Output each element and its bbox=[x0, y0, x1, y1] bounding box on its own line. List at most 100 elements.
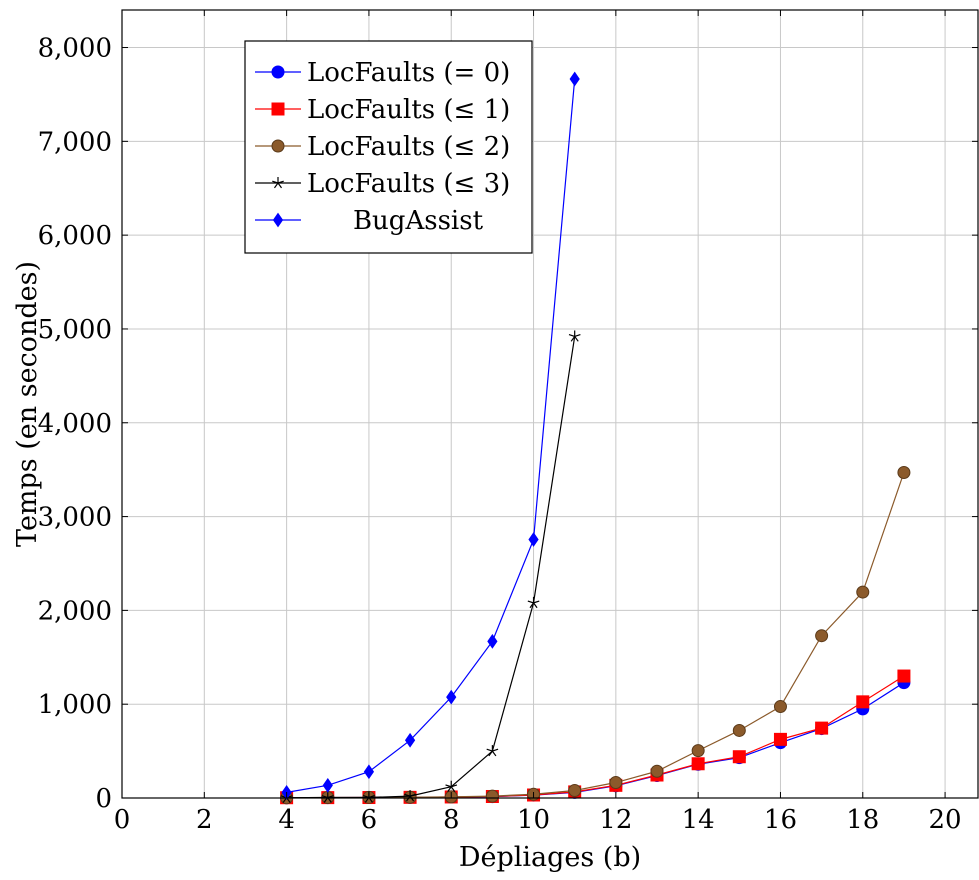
axes: 0 2 4 6 8 10 12 14 16 18 20 0 1,000 2,000 3,000 4,000 5,… bbox=[38, 9, 979, 835]
circle-marker bbox=[815, 629, 829, 643]
star-ray bbox=[574, 336, 579, 342]
x-tick-label: 20 bbox=[929, 805, 962, 835]
series-line bbox=[286, 336, 576, 799]
diamond-marker bbox=[404, 732, 416, 748]
diamond-marker bbox=[363, 764, 375, 780]
series-line bbox=[286, 675, 905, 799]
legend-label: BugAssist bbox=[353, 206, 484, 236]
circle-marker bbox=[897, 465, 911, 479]
diamond-marker bbox=[487, 633, 498, 649]
star-marker bbox=[527, 596, 540, 609]
star-ray bbox=[568, 334, 575, 338]
y-tick-label: 7,000 bbox=[38, 127, 112, 157]
series-4 bbox=[281, 71, 580, 800]
square-marker bbox=[732, 750, 746, 764]
y-tick-label: 2,000 bbox=[38, 596, 112, 626]
series-0 bbox=[280, 676, 911, 805]
diamond-marker bbox=[446, 689, 457, 705]
star-ray bbox=[527, 600, 534, 604]
x-tick-label: 4 bbox=[278, 805, 295, 835]
star-ray bbox=[451, 784, 458, 788]
star-ray bbox=[491, 750, 497, 757]
legend-label: LocFaults (= 0) bbox=[307, 58, 510, 88]
star-ray bbox=[277, 180, 284, 184]
circle-marker bbox=[568, 783, 582, 797]
diamond-marker bbox=[569, 71, 580, 87]
x-tick-label: 8 bbox=[443, 805, 460, 835]
star-ray bbox=[533, 602, 538, 609]
x-tick-label: 0 bbox=[114, 805, 131, 835]
star-ray bbox=[404, 793, 411, 797]
series-line bbox=[286, 78, 576, 793]
square-marker bbox=[691, 757, 705, 771]
circle-marker bbox=[271, 139, 285, 153]
series-1 bbox=[280, 669, 911, 805]
star-ray bbox=[368, 795, 375, 799]
star-ray bbox=[273, 182, 279, 189]
star-ray bbox=[447, 786, 452, 792]
legend-label: LocFaults (≤ 1) bbox=[307, 95, 510, 125]
series-3 bbox=[280, 330, 581, 803]
star-ray bbox=[570, 336, 576, 342]
star-marker bbox=[568, 330, 581, 342]
y-tick-label: 6,000 bbox=[38, 221, 112, 251]
x-tick-label: 12 bbox=[599, 805, 632, 835]
star-ray bbox=[450, 786, 456, 792]
x-tick-label: 6 bbox=[361, 805, 378, 835]
legend-entry: LocFaults (= 0) bbox=[255, 58, 510, 88]
star-ray bbox=[574, 334, 581, 338]
circle-marker bbox=[773, 700, 787, 714]
legend-entry: LocFaults (≤ 1) bbox=[255, 95, 510, 125]
star-ray bbox=[409, 793, 416, 797]
star-ray bbox=[486, 748, 493, 752]
x-tick-label: 14 bbox=[682, 805, 715, 835]
x-axis-label: Dépliages (b) bbox=[459, 842, 641, 873]
legend-box bbox=[244, 40, 533, 254]
circle-marker bbox=[271, 65, 285, 79]
star-ray bbox=[321, 795, 328, 799]
circle-marker bbox=[732, 723, 746, 737]
x-tick-label: 10 bbox=[517, 805, 550, 835]
y-tick-label: 4,000 bbox=[38, 409, 112, 439]
diamond-marker bbox=[322, 777, 333, 793]
star-ray bbox=[529, 602, 535, 609]
star-marker bbox=[272, 177, 284, 189]
plot-frame bbox=[121, 9, 979, 799]
star-ray bbox=[445, 784, 452, 788]
star-marker bbox=[445, 780, 458, 792]
y-tick-label: 3,000 bbox=[38, 503, 112, 533]
legend-entry: BugAssist bbox=[255, 206, 484, 236]
star-ray bbox=[277, 182, 283, 189]
y-tick-label: 5,000 bbox=[38, 315, 112, 345]
square-marker bbox=[815, 721, 829, 735]
square-marker bbox=[897, 669, 911, 683]
diamond-marker bbox=[528, 532, 539, 547]
y-axis-label: Temps (en secondes) bbox=[12, 261, 43, 547]
legend-entry: LocFaults (≤ 3) bbox=[255, 169, 510, 199]
star-ray bbox=[533, 600, 540, 604]
star-ray bbox=[363, 795, 370, 799]
series-line bbox=[286, 682, 905, 799]
series-line bbox=[286, 472, 905, 799]
legend: LocFaults (= 0) LocFaults (≤ 1) LocFaults … bbox=[244, 40, 533, 254]
star-ray bbox=[492, 748, 499, 752]
legend-entry: LocFaults (≤ 2) bbox=[255, 132, 510, 162]
square-marker bbox=[856, 695, 870, 709]
circle-marker bbox=[650, 764, 664, 778]
circle-marker bbox=[485, 789, 499, 803]
square-marker bbox=[271, 102, 285, 116]
legend-label: LocFaults (≤ 2) bbox=[307, 132, 510, 162]
circle-marker bbox=[609, 776, 623, 790]
star-ray bbox=[488, 750, 493, 757]
y-tick-label: 8,000 bbox=[38, 34, 112, 64]
star-marker bbox=[486, 745, 499, 757]
y-tick-label: 1,000 bbox=[38, 690, 112, 720]
square-marker bbox=[773, 732, 787, 746]
diamond-marker bbox=[272, 212, 284, 228]
circle-marker bbox=[691, 744, 705, 758]
circle-marker bbox=[856, 585, 870, 599]
y-tick-label: 0 bbox=[95, 784, 112, 814]
x-tick-label: 2 bbox=[196, 805, 213, 835]
star-ray bbox=[272, 180, 279, 184]
